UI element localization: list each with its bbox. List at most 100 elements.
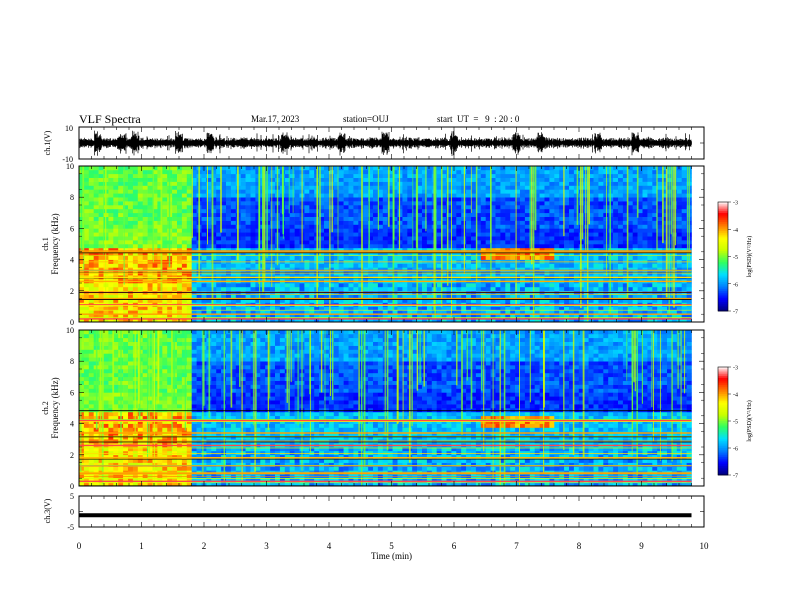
spectrogram-cell — [142, 310, 148, 315]
spectrogram-cell — [622, 286, 629, 292]
spectrogram-cell — [642, 166, 648, 171]
spectrogram-cell — [515, 208, 521, 214]
spectrogram-cell — [211, 201, 217, 206]
spectrogram-cell — [569, 286, 575, 292]
spectrogram-cell — [230, 228, 237, 233]
spectrogram-cell — [118, 205, 124, 210]
spectrogram-cell — [132, 263, 139, 268]
spectrogram-cell — [368, 216, 374, 221]
spectrogram-cell — [123, 286, 129, 292]
spectrogram-cell — [569, 294, 575, 299]
spectrogram-cell — [181, 205, 188, 210]
spectrogram-cell — [128, 212, 134, 217]
spectrogram-cell — [147, 177, 153, 182]
spectrogram-cell — [304, 267, 310, 272]
spectrogram-cell — [402, 263, 408, 268]
spectrogram-cell — [284, 232, 290, 237]
spectrogram-cell — [436, 263, 442, 268]
spectrogram-cell — [622, 189, 629, 194]
spectrogram-cell — [593, 232, 599, 237]
spectrogram-cell — [338, 314, 344, 319]
spectrogram-cell — [348, 189, 354, 194]
spectrogram-cell — [490, 244, 496, 249]
spectrogram-cell — [642, 205, 648, 210]
spectrogram-cell — [524, 166, 531, 171]
spectrogram-cell — [520, 283, 526, 288]
spectrogram-cell — [662, 205, 668, 210]
spectrogram-cell — [132, 189, 139, 194]
spectrogram-cell — [564, 224, 570, 229]
spectrogram-cell — [255, 185, 261, 190]
spectrogram-cell — [475, 283, 482, 288]
spectrogram-cell — [642, 267, 648, 272]
spectrogram-cell — [186, 185, 192, 190]
spectrogram-cell — [662, 286, 668, 292]
spectrogram-cell — [598, 247, 604, 253]
spectrogram-cell — [480, 314, 486, 319]
spectrogram-cell — [162, 310, 168, 315]
spectrogram-cell — [358, 244, 364, 249]
spectrogram-cell — [622, 298, 629, 303]
spectrogram-cell — [319, 193, 325, 198]
spectrogram-cell — [343, 166, 349, 171]
spectrogram-cell — [657, 318, 663, 323]
spectrogram-cell — [216, 197, 222, 202]
spectrogram-cell — [309, 201, 315, 206]
spectrogram-cell — [98, 181, 104, 186]
spectrogram-cell — [549, 294, 555, 299]
spectrogram-cell — [495, 185, 501, 190]
spectrogram-cell — [368, 224, 374, 229]
spectrogram-cell — [377, 306, 384, 311]
spectrogram-cell — [226, 286, 232, 292]
spectrogram-cell — [569, 216, 575, 221]
spectrogram-cell — [289, 205, 295, 210]
spectrogram-cell — [191, 228, 197, 233]
spectrogram-cell — [328, 247, 335, 253]
spectrogram-cell — [573, 294, 580, 299]
spectrogram-cell — [353, 314, 359, 319]
spectrogram-cell — [569, 220, 575, 225]
spectrogram-cell — [539, 208, 545, 214]
spectrogram-cell — [426, 314, 433, 319]
spectrogram-cell — [255, 177, 261, 182]
spectrogram-cell — [230, 283, 237, 288]
spectrogram-cell — [216, 232, 222, 237]
spectrogram-cell — [152, 263, 158, 268]
spectrogram-cell — [221, 267, 227, 272]
spectrogram-cell — [328, 306, 335, 311]
spectrogram-cell — [128, 240, 134, 245]
spectrogram-cell — [113, 169, 119, 175]
spectrogram-cell — [201, 294, 207, 299]
spectrogram-cell — [181, 310, 188, 315]
spectrogram-cell — [387, 232, 393, 237]
spectrogram-cell — [461, 169, 467, 175]
spectrogram-cell — [451, 267, 457, 272]
spectrogram-cell — [613, 306, 619, 311]
station-label: station=OUJ — [343, 114, 389, 124]
spectrogram-cell — [358, 247, 364, 253]
spectrogram-cell — [544, 310, 550, 315]
spectrogram-cell — [368, 201, 374, 206]
spectrogram-cell — [128, 255, 134, 260]
spectrogram-cell — [142, 240, 148, 245]
spectrogram-cell — [593, 251, 599, 256]
spectrogram-cell — [147, 216, 153, 221]
spectrogram-cell — [358, 169, 364, 175]
spectrogram-cell — [324, 216, 330, 221]
spectrogram-cell — [167, 314, 173, 319]
spectrogram-cell — [618, 173, 624, 178]
spectrogram-cell — [108, 232, 114, 237]
spectrogram-cell — [475, 263, 482, 268]
spectrogram-cell — [456, 247, 462, 253]
spectrogram-cell — [270, 185, 276, 190]
spectrogram-cell — [348, 263, 354, 268]
spectrogram-cell — [652, 255, 658, 260]
spectrogram-cell — [353, 166, 359, 171]
spectrogram-cell — [226, 169, 232, 175]
spectrogram-cell — [289, 220, 295, 225]
spectrogram-cell — [255, 224, 261, 229]
spectrogram-cell — [93, 201, 99, 206]
spectrogram-cell — [480, 263, 486, 268]
spectrogram-cell — [333, 283, 339, 288]
spectrogram-cell — [618, 251, 624, 256]
